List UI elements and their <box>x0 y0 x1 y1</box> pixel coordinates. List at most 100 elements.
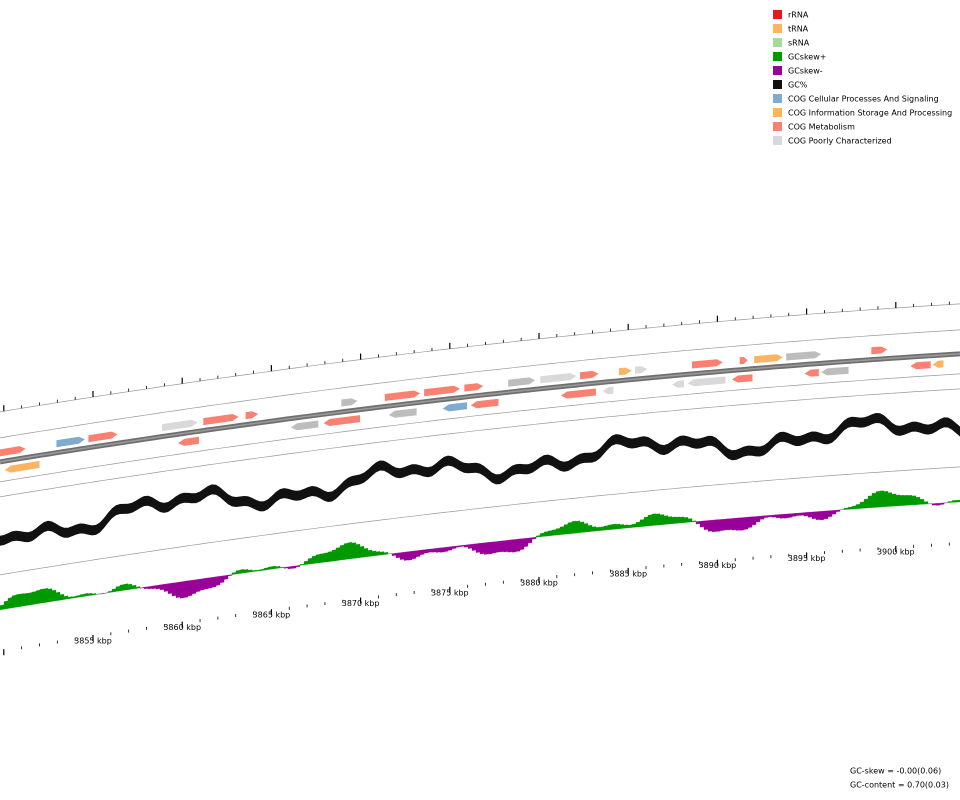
gc-skew-negative <box>483 542 489 555</box>
gc-skew-positive <box>563 524 569 535</box>
legend-label: GCskew- <box>788 67 823 76</box>
gene <box>290 420 319 431</box>
gc-skew-positive <box>263 567 269 571</box>
gc-skew-positive <box>231 572 237 575</box>
gc-skew-positive <box>663 515 669 525</box>
gc-skew-positive <box>343 543 349 560</box>
gc-skew-positive <box>51 589 57 602</box>
gc-skew-positive <box>679 516 685 524</box>
gc-skew-negative <box>155 584 161 590</box>
gene <box>323 415 360 426</box>
gc-skew-negative <box>451 545 457 549</box>
gc-skew-positive <box>323 552 329 563</box>
gc-skew-negative <box>731 517 737 531</box>
gc-skew-positive <box>627 524 633 529</box>
gc-skew-negative <box>935 503 941 506</box>
gc-skew-positive <box>955 499 960 503</box>
gc-skew-negative <box>515 538 521 552</box>
gene <box>464 383 484 392</box>
gc-skew-negative <box>751 516 757 526</box>
gc-skew-negative <box>143 586 149 590</box>
gc-skew-positive <box>363 548 369 558</box>
gene <box>203 414 239 426</box>
gc-skew-positive <box>19 593 25 607</box>
gc-skew-negative <box>287 566 293 570</box>
gc-skew-positive <box>583 523 589 533</box>
gc-skew-positive <box>919 499 925 505</box>
gc-skew-negative <box>191 579 197 595</box>
gc-skew-positive <box>387 553 393 555</box>
gc-skew-negative <box>519 538 525 550</box>
gc-skew-positive <box>63 595 69 600</box>
gene <box>245 411 259 420</box>
gc-skew-positive <box>15 593 21 608</box>
gc-skew-negative <box>831 510 837 515</box>
gc-skew-negative <box>719 519 725 531</box>
legend-label: GCskew+ <box>788 53 826 62</box>
legend-swatch <box>773 52 782 61</box>
gc-skew-negative <box>775 514 781 519</box>
gc-skew-negative <box>791 513 797 517</box>
gc-skew-positive <box>39 588 45 604</box>
gc-skew-positive <box>951 500 957 503</box>
gc-skew-negative <box>467 544 473 549</box>
legend-swatch <box>773 66 782 75</box>
legend-swatch <box>773 136 782 145</box>
gc-skew-negative <box>403 551 409 561</box>
gc-skew-negative <box>219 575 225 583</box>
legend-label: sRNA <box>788 39 810 48</box>
gc-skew-negative <box>179 581 185 599</box>
gc-skew-positive <box>7 597 13 609</box>
scale-label: 3880 kbp <box>520 578 558 587</box>
gc-skew-positive <box>647 514 653 527</box>
gc-skew-positive <box>35 589 41 605</box>
gc-skew-negative <box>715 519 721 532</box>
gc-skew-negative <box>175 581 181 598</box>
gene <box>687 376 726 387</box>
gc-skew-positive <box>307 558 313 565</box>
gc-skew-negative <box>475 543 481 553</box>
gc-skew-negative <box>747 516 753 528</box>
gc-skew-positive <box>555 528 561 536</box>
gc-skew-negative <box>807 511 813 518</box>
gc-skew-negative <box>787 513 793 518</box>
legend-swatch <box>773 10 782 19</box>
ring-line <box>0 303 960 413</box>
gc-skew-positive <box>79 594 85 598</box>
gene <box>442 402 467 412</box>
gc-skew-positive <box>683 517 689 523</box>
gc-skew-negative <box>835 509 841 512</box>
gc-skew-negative <box>215 576 221 586</box>
gc-skew-positive <box>559 526 565 535</box>
gene <box>910 361 931 370</box>
gc-skew-negative <box>395 552 401 559</box>
ring-line <box>0 373 960 483</box>
gc-skew-negative <box>207 577 213 589</box>
gc-skew-negative <box>471 543 477 551</box>
gene <box>388 408 417 418</box>
gc-skew-positive <box>23 592 29 607</box>
gc-skew-positive <box>603 525 609 531</box>
gc-skew-positive <box>611 523 617 530</box>
gc-skew-negative <box>699 520 705 528</box>
ring-line <box>0 466 960 576</box>
gc-skew-positive <box>587 525 593 532</box>
gc-skew-positive <box>375 551 381 556</box>
ring-line <box>0 388 960 498</box>
gc-skew-positive <box>859 501 865 509</box>
gene <box>871 346 888 355</box>
gc-skew-negative <box>435 547 441 553</box>
gene <box>508 377 536 387</box>
gc-skew-positive <box>107 590 113 593</box>
gc-skew-positive <box>131 584 137 590</box>
gc-skew-positive <box>571 520 577 534</box>
gc-skew-negative <box>291 565 297 569</box>
legend-label: COG Cellular Processes And Signaling <box>788 95 939 104</box>
gc-content-stat: GC-content = 0.70(0.03) <box>850 781 949 790</box>
gc-skew-negative <box>463 544 469 548</box>
gc-skew-positive <box>55 591 61 601</box>
gc-skew-positive <box>655 513 661 526</box>
scale-label: 3895 kbp <box>788 554 826 563</box>
gene <box>580 370 599 380</box>
